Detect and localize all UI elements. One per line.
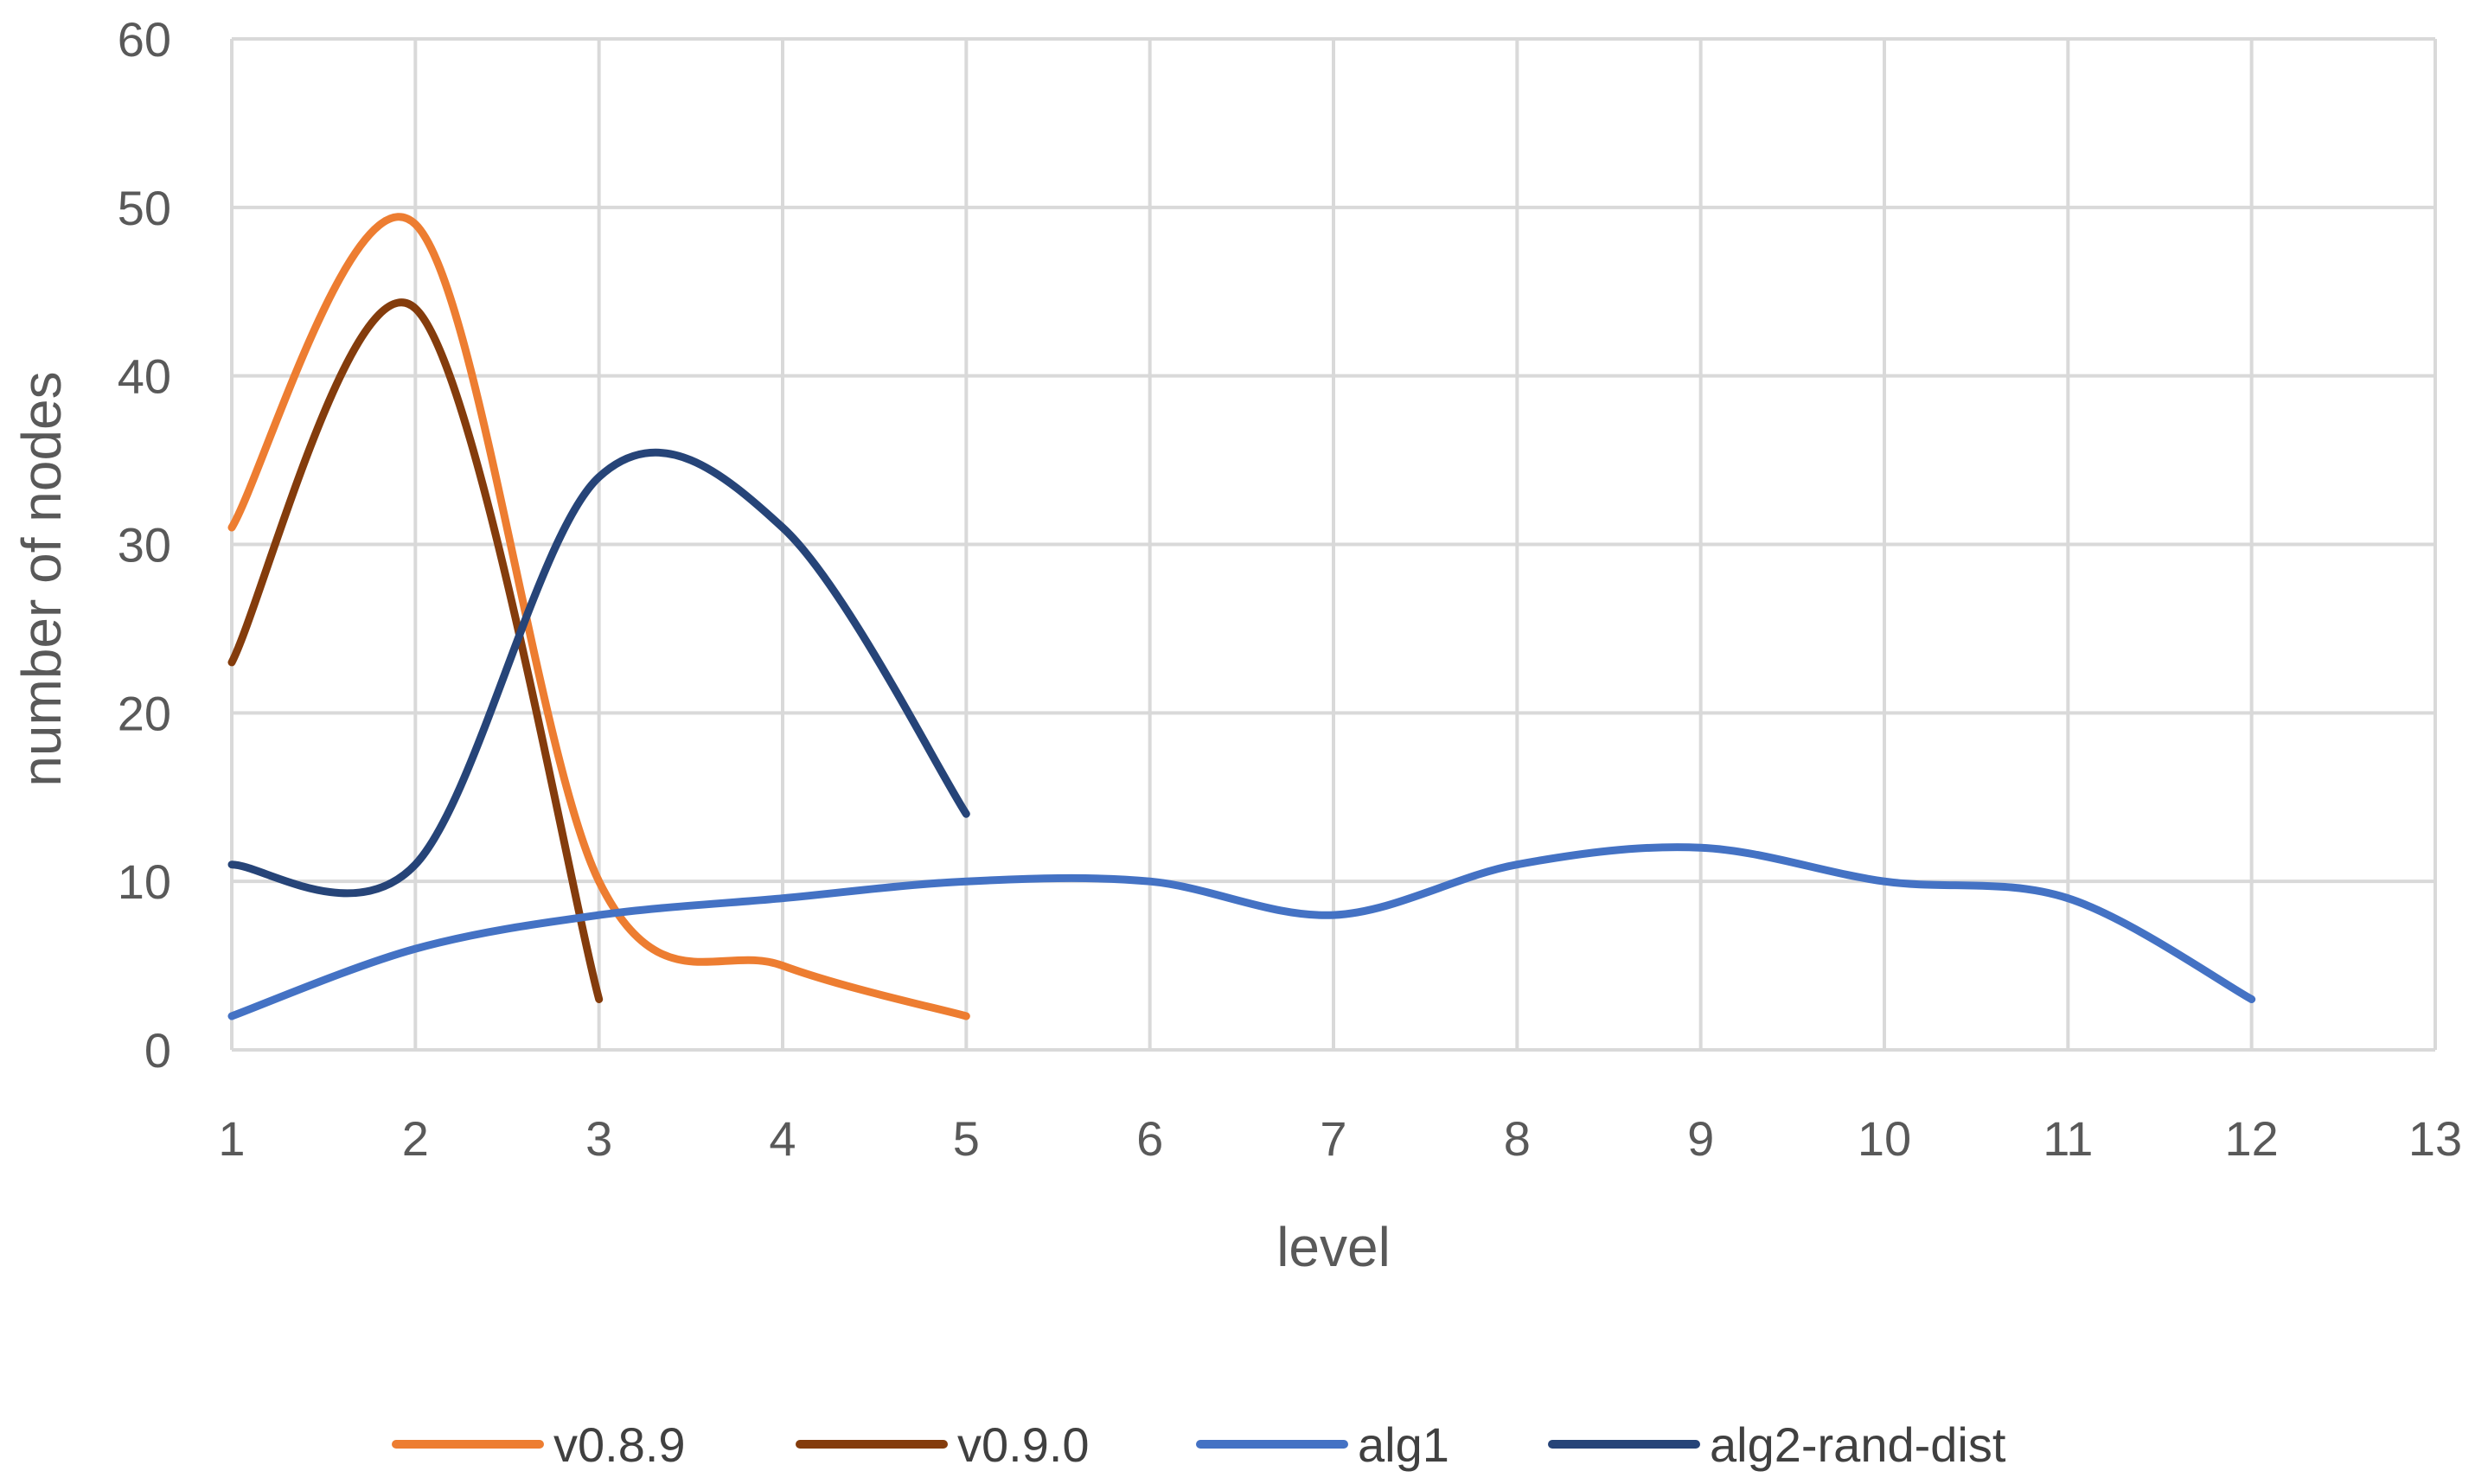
x-tick-label: 12 [2225, 1111, 2279, 1166]
x-tick-label: 4 [769, 1111, 796, 1166]
series-line-v0-9-0 [227, 298, 604, 1003]
y-tick-label: 60 [118, 12, 171, 67]
series-lines [227, 213, 2256, 1020]
y-tick-label: 0 [144, 1023, 171, 1078]
legend-label-alg1: alg1 [1358, 1417, 1449, 1472]
x-axis-title: level [1276, 1216, 1391, 1278]
y-tick-label: 20 [118, 686, 171, 740]
x-tick-label: 13 [2408, 1111, 2462, 1166]
series-line-alg2-rand-dist [227, 448, 970, 898]
x-tick-label: 10 [1858, 1111, 1911, 1166]
y-tick-label: 30 [118, 518, 171, 572]
x-tick-label: 3 [585, 1111, 612, 1166]
legend-label-v0-8-9: v0.8.9 [553, 1417, 686, 1472]
series-line-alg1 [227, 843, 2256, 1020]
x-tick-label: 9 [1687, 1111, 1714, 1166]
y-axis-title: number of nodes [10, 371, 73, 786]
legend-label-alg2-rand-dist: alg2-rand-dist [1710, 1417, 2006, 1472]
x-tick-label: 7 [1320, 1111, 1346, 1166]
x-tick-label: 5 [953, 1111, 980, 1166]
y-tick-label: 50 [118, 181, 171, 235]
grid-lines [230, 37, 2437, 1052]
legend-label-v0-9-0: v0.9.0 [957, 1417, 1090, 1472]
y-tick-label: 40 [118, 349, 171, 404]
series-line-v0-8-9 [227, 213, 970, 1020]
x-tick-label: 2 [402, 1111, 429, 1166]
x-tick-label: 11 [2043, 1111, 2093, 1166]
x-tick-label: 8 [1504, 1111, 1531, 1166]
legend: v0.8.9 v0.9.0 alg1 alg2-rand-dist [392, 1417, 2006, 1472]
x-tick-label: 6 [1136, 1111, 1163, 1166]
y-tick-label: 10 [118, 854, 171, 909]
x-tick-label: 1 [218, 1111, 245, 1166]
